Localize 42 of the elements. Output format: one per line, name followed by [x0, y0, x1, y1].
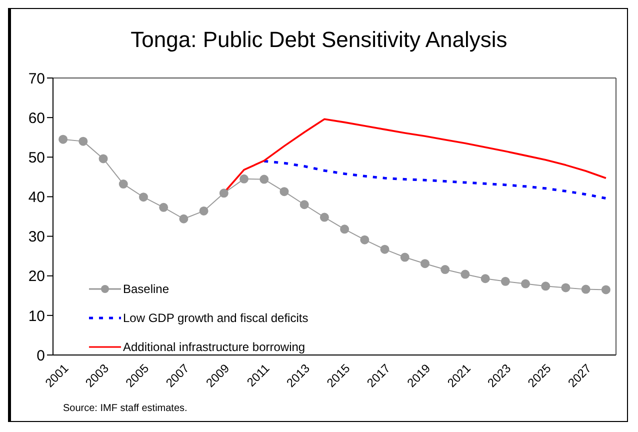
line-series	[262, 160, 608, 200]
point	[340, 224, 350, 234]
point	[240, 174, 249, 184]
y-tick-label: 40	[28, 189, 45, 206]
point	[601, 285, 610, 294]
y-tick-label: 70	[28, 70, 45, 88]
point	[78, 136, 88, 146]
point	[300, 200, 309, 210]
point	[98, 154, 108, 164]
point	[581, 284, 590, 294]
y-tick-label: 50	[28, 149, 45, 166]
point	[219, 188, 228, 198]
point	[521, 279, 530, 288]
point	[460, 270, 470, 279]
y-tick-label: 20	[28, 268, 45, 286]
chart-title: Tonga: Public Debt Sensitivity Analysis	[130, 27, 508, 53]
point	[280, 187, 289, 196]
point	[320, 212, 329, 222]
source-note: Source: IMF staff estimates.	[63, 403, 188, 414]
legend-label: Additional infrastructure borrowing	[123, 340, 306, 354]
legend-label: Baseline	[123, 282, 170, 296]
y-tick-label: 0	[36, 347, 45, 364]
point	[138, 192, 148, 202]
y-tick-label: 60	[28, 110, 45, 127]
point	[561, 283, 570, 292]
point	[500, 276, 510, 286]
point	[179, 214, 188, 224]
point	[480, 274, 490, 284]
point	[159, 202, 168, 212]
point	[199, 206, 208, 216]
point	[420, 259, 430, 268]
point	[541, 282, 550, 291]
point	[58, 134, 68, 144]
point	[380, 244, 390, 254]
point	[400, 252, 410, 262]
point	[360, 235, 370, 244]
point	[260, 174, 269, 184]
legend-label: Low GDP growth and fiscal deficits	[123, 310, 308, 324]
y-tick-label: 30	[28, 228, 45, 246]
point	[440, 265, 450, 274]
point	[118, 180, 128, 189]
y-tick-label: 10	[28, 308, 45, 325]
